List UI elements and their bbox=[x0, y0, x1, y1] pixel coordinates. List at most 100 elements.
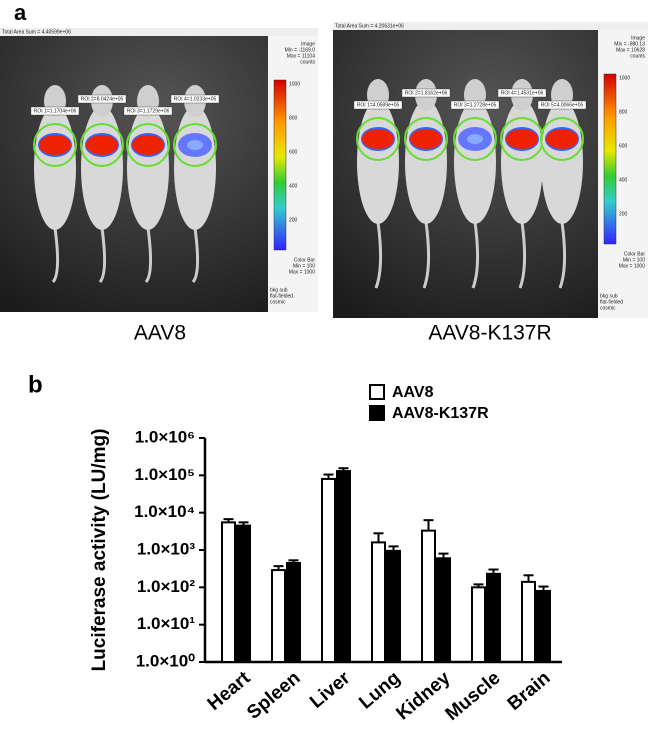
color-bar-tick: 400 bbox=[619, 177, 628, 183]
roi-label-box bbox=[170, 94, 220, 104]
color-bar-tick: 1000 bbox=[289, 81, 300, 87]
color-bar-tick: 600 bbox=[289, 149, 298, 155]
image-caption: AAV8 bbox=[134, 322, 186, 345]
image-info: Min = -980.13 bbox=[614, 41, 645, 47]
mouse-tail bbox=[144, 227, 153, 283]
bar bbox=[286, 561, 301, 663]
y-tick-label: 1.0×10² bbox=[137, 577, 195, 596]
legend-label: AAV8-K137R bbox=[392, 405, 489, 422]
x-tick-label: Brain bbox=[504, 668, 555, 715]
roi-circle bbox=[356, 117, 400, 161]
color-bar-tick: 400 bbox=[289, 183, 298, 189]
panel-label: a bbox=[14, 0, 27, 25]
color-bar-info: Color Bar bbox=[624, 251, 645, 257]
image-info: counts bbox=[630, 53, 645, 59]
signal-core bbox=[362, 129, 394, 149]
y-axis-label: Luciferase activity (LU/mg) bbox=[89, 429, 110, 672]
signal-core bbox=[467, 134, 483, 144]
y-tick-label: 1.0×10⁴ bbox=[134, 502, 195, 521]
signal-core bbox=[546, 129, 578, 149]
roi-label: ROI 1=4.0589e+05 bbox=[357, 102, 400, 108]
y-tick-label: 1.0×10³ bbox=[137, 539, 195, 558]
signal-core bbox=[410, 129, 442, 149]
color-bar-info: Max = 1000 bbox=[619, 263, 645, 269]
bar bbox=[521, 580, 536, 663]
image-info: counts bbox=[300, 59, 315, 65]
image-header bbox=[333, 22, 648, 30]
roi-circle bbox=[453, 117, 497, 161]
roi-label-box bbox=[77, 94, 127, 104]
image-info: Max = 10628 bbox=[616, 47, 645, 53]
roi-label-box bbox=[450, 100, 500, 110]
processing-info: cosmic bbox=[270, 299, 286, 305]
mouse-tail bbox=[518, 221, 527, 289]
y-tick-label: 1.0×10⁵ bbox=[135, 465, 195, 484]
roi-label-box bbox=[30, 106, 80, 116]
color-bar bbox=[603, 73, 617, 245]
signal-core bbox=[132, 135, 164, 155]
processing-info: bkg sub bbox=[270, 287, 288, 293]
color-bar-tick: 1000 bbox=[619, 75, 630, 81]
roi-circle bbox=[173, 123, 217, 167]
mouse-tail bbox=[422, 221, 431, 289]
roi-label: ROI 2=8.0424e+05 bbox=[81, 96, 124, 102]
signal-core bbox=[506, 129, 538, 149]
y-tick-label: 1.0×10⁰ bbox=[136, 651, 195, 670]
bar bbox=[336, 470, 351, 663]
roi-label: ROI 2=1.8162e+06 bbox=[405, 90, 448, 96]
processing-info: cosmic bbox=[600, 305, 616, 311]
bar bbox=[236, 524, 251, 663]
total-area-sum: Total Area Sum = 4.20631e+06 bbox=[335, 23, 404, 29]
x-tick-label: Liver bbox=[306, 667, 355, 713]
mouse-tail bbox=[374, 221, 383, 289]
legend-swatch bbox=[369, 384, 385, 400]
image-info: Max = 11104 bbox=[287, 53, 316, 59]
bar bbox=[321, 477, 336, 663]
roi-circle bbox=[126, 123, 170, 167]
mouse-tail bbox=[191, 227, 200, 283]
x-tick-label: Spleen bbox=[243, 668, 304, 724]
roi-label-box bbox=[123, 106, 173, 116]
roi-circle bbox=[404, 117, 448, 161]
bar bbox=[436, 557, 451, 663]
signal-core bbox=[86, 135, 118, 155]
legend-swatch bbox=[369, 405, 385, 421]
image-caption: AAV8-K137R bbox=[428, 322, 551, 345]
roi-circle bbox=[540, 117, 584, 161]
color-bar bbox=[273, 79, 287, 251]
roi-circle bbox=[33, 123, 77, 167]
panel-label: b bbox=[28, 371, 43, 398]
mouse-tail bbox=[51, 227, 60, 283]
bar bbox=[536, 589, 551, 663]
roi-label: ROI 3=1.1729e+06 bbox=[127, 108, 170, 114]
color-bar-tick: 200 bbox=[619, 211, 628, 217]
image-info: Min = -1169.0 bbox=[285, 47, 316, 53]
image-info: Image bbox=[631, 35, 645, 41]
processing-info: flat-fielded bbox=[600, 299, 623, 305]
color-bar-info: Max = 1000 bbox=[289, 269, 315, 275]
color-bar-info: Min = 100 bbox=[293, 263, 315, 269]
roi-label: ROI 4=1.0233e+05 bbox=[174, 96, 217, 102]
y-tick-label: 1.0×10¹ bbox=[137, 614, 195, 633]
bar bbox=[221, 521, 236, 664]
roi-label-box bbox=[353, 100, 403, 110]
total-area-sum: Total Area Sum = 4.40599e+06 bbox=[2, 29, 71, 35]
y-tick-label: 1.0×10⁶ bbox=[135, 427, 195, 446]
x-tick-label: Kidney bbox=[392, 667, 454, 724]
bar bbox=[371, 541, 386, 663]
roi-circle bbox=[80, 123, 124, 167]
legend-label: AAV8 bbox=[392, 384, 434, 401]
mouse-tail bbox=[558, 221, 567, 289]
roi-label-box bbox=[401, 88, 451, 98]
image-info: Image bbox=[301, 41, 315, 47]
signal-core bbox=[39, 135, 71, 155]
processing-info: bkg sub bbox=[600, 293, 618, 299]
color-bar-tick: 800 bbox=[289, 115, 298, 121]
color-bar-info: Min = 100 bbox=[623, 257, 645, 263]
bar bbox=[271, 569, 286, 664]
mouse-tail bbox=[98, 227, 107, 283]
roi-label-box bbox=[537, 100, 587, 110]
roi-label: ROI 5=4.0066e+05 bbox=[541, 102, 584, 108]
bar bbox=[386, 549, 401, 664]
roi-label: ROI 3=1.2728e+05 bbox=[454, 102, 497, 108]
